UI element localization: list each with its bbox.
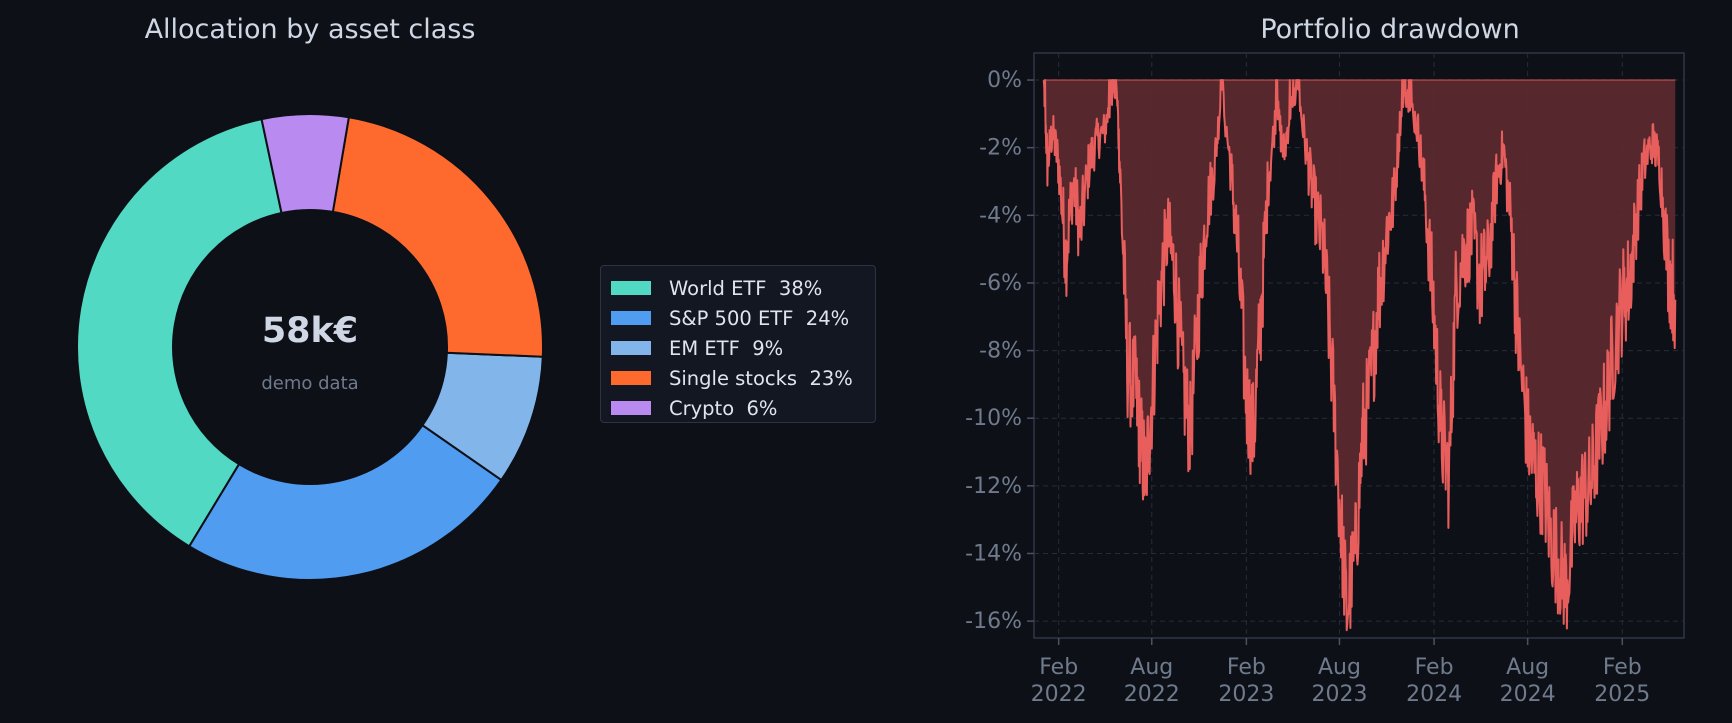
legend-item-single-stocks: Single stocks 23% [611, 363, 853, 393]
x-tick-label-month: Feb [1039, 655, 1078, 680]
donut-chart-title: Allocation by asset class [145, 14, 476, 45]
y-tick-label: -16% [965, 609, 1022, 634]
x-tick-label-year: 2024 [1406, 682, 1462, 707]
drawdown-area-fill [1043, 80, 1676, 631]
x-tick-label-month: Aug [1130, 655, 1173, 680]
y-tick-label: -6% [979, 271, 1022, 296]
legend-label: EM ETF 9% [669, 336, 784, 360]
legend-swatch [611, 281, 651, 295]
donut-slice-world-etf [76, 117, 283, 548]
legend-item-sp500-etf: S&P 500 ETF 24% [611, 303, 849, 333]
legend-swatch [611, 401, 651, 415]
y-tick-label: -12% [965, 474, 1022, 499]
donut-center-note: demo data [261, 373, 358, 394]
legend-label: Single stocks 23% [669, 366, 853, 390]
x-tick-label-month: Aug [1318, 655, 1361, 680]
x-tick-label-month: Feb [1415, 655, 1454, 680]
legend-item-em-etf: EM ETF 9% [611, 333, 783, 363]
donut-slices [76, 113, 544, 581]
x-axis: Feb2022Aug2022Feb2023Aug2023Feb2024Aug20… [1031, 638, 1650, 707]
x-tick-label-month: Feb [1227, 655, 1266, 680]
drawdown-chart-title: Portfolio drawdown [1260, 14, 1519, 45]
x-tick-label-year: 2022 [1124, 682, 1180, 707]
donut-slice-single-stocks [331, 116, 544, 358]
drawdown-line [1042, 79, 1677, 632]
legend-label: World ETF 38% [669, 276, 823, 300]
donut-slice-crypto [260, 113, 351, 215]
x-tick-label-year: 2024 [1500, 682, 1556, 707]
y-tick-label: -2% [979, 136, 1022, 161]
y-tick-label: 0% [987, 68, 1022, 93]
donut-center-value: 58k€ [262, 311, 358, 351]
y-tick-label: -8% [979, 339, 1022, 364]
x-tick-label-month: Feb [1603, 655, 1642, 680]
donut-slice-s-p-500-etf [187, 423, 503, 581]
legend-swatch [611, 341, 651, 355]
y-tick-label: -4% [979, 203, 1022, 228]
x-tick-label-year: 2022 [1031, 682, 1087, 707]
legend-item-crypto: Crypto 6% [611, 393, 777, 423]
legend-label: Crypto 6% [669, 396, 778, 420]
legend-item-world-etf: World ETF 38% [611, 273, 822, 303]
legend-label: S&P 500 ETF 24% [669, 306, 850, 330]
legend: World ETF 38% S&P 500 ETF 24% EM ETF 9% … [600, 265, 876, 423]
y-tick-label: -14% [965, 541, 1022, 566]
x-tick-label-month: Aug [1506, 655, 1549, 680]
y-axis: 0% -2% -4% -6% -8% -10% -12% -14% -16% [965, 68, 1034, 634]
y-tick-label: -10% [965, 406, 1022, 431]
drawdown-series [1042, 79, 1677, 632]
x-tick-label-year: 2023 [1218, 682, 1274, 707]
x-tick-label-year: 2023 [1311, 682, 1367, 707]
legend-swatch [611, 371, 651, 385]
x-tick-label-year: 2025 [1594, 682, 1650, 707]
legend-swatch [611, 311, 651, 325]
